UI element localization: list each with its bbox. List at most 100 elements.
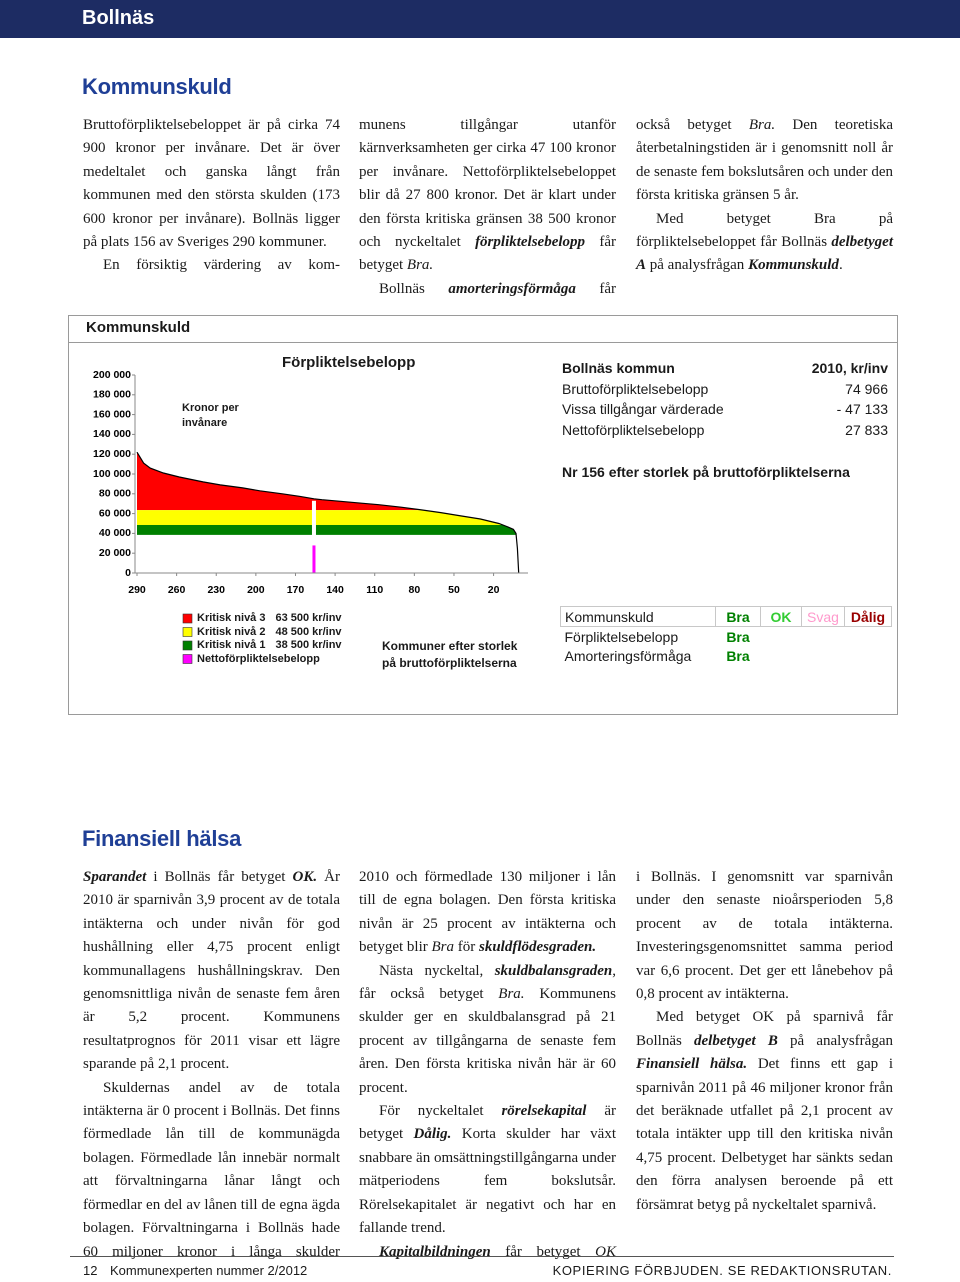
bands	[137, 452, 519, 535]
text-run: 2010 och förmedlade 130 miljoner i lån t…	[359, 869, 616, 956]
divider	[68, 342, 898, 343]
area-line	[136, 451, 520, 574]
text-run: skuldbalansgraden	[494, 962, 613, 979]
paragraph: Skuldernas andel av de totala intäkterna…	[83, 1077, 340, 1264]
x-tick-label: 50	[448, 584, 460, 596]
cell: 2010, kr/inv	[811, 360, 888, 376]
x-tick-label: 200	[247, 584, 265, 596]
grade: Bra	[715, 606, 761, 627]
x-axis-label: Kommuner efter storlek på bruttoförplikt…	[382, 639, 518, 670]
legend-value: 38 500 kr/inv	[275, 639, 342, 651]
text-run: får betyget	[490, 1243, 596, 1260]
text-run: Med betyget Bra på förpliktelsebeloppet …	[636, 210, 893, 251]
legend-label: Kritisk nivå 2	[197, 625, 266, 638]
y-tick-label: 60 000	[99, 507, 131, 519]
table-row: Kommunskuld Bra OK Svag Dålig	[560, 606, 892, 627]
text-column: Bruttoförpliktelsebeloppet är på cirka 7…	[83, 114, 340, 278]
text-run: För nyckeltalet	[379, 1103, 502, 1120]
text-run: Bra.	[498, 986, 525, 1003]
text-run: förpliktelsebelopp	[475, 234, 586, 251]
text-run: År 2010 är sparnivån 3,9 procent av de t…	[83, 869, 340, 1073]
text-run: OK.	[292, 869, 318, 885]
text-run: i Bollnäs. I genomsnitt var sparnivån un…	[636, 869, 893, 1003]
cell: Amorteringsförmåga	[564, 647, 692, 664]
grade: Svag	[801, 606, 845, 627]
cell: Vissa tillgångar värderade	[562, 401, 724, 418]
paragraph: också betyget Bra. Den teoretiska återbe…	[636, 114, 893, 208]
text-run: En försiktig värdering av kom-	[103, 257, 340, 274]
text-run: Det finns ett gap i sparnivån 2011 på 46…	[636, 1056, 894, 1213]
legend-value: 48 500 kr/inv	[275, 625, 342, 638]
level-band	[137, 510, 519, 525]
text-run: Bollnäs	[379, 280, 449, 297]
text-run: Skuldernas andel av de totala intäkterna…	[83, 1079, 340, 1260]
text-run: Den teoretiska återbetalningstiden är i …	[636, 117, 893, 204]
text-run: Finansiell hälsa.	[636, 1056, 748, 1073]
table-row: Vissa tillgångar värderade - 47 133	[562, 401, 888, 422]
x-tick-label: 80	[409, 584, 421, 596]
legend-label: Kritisk nivå 3	[197, 612, 266, 624]
level-band	[137, 452, 519, 511]
text-run: Kommunens skulder ger en skuldbalansgrad…	[359, 986, 616, 1096]
y-tick-label: 20 000	[99, 547, 131, 559]
table-header: Bollnäs kommun 2010, kr/inv	[562, 360, 888, 381]
chart: 0 20 000 40 000 60 000 80 000 100 000 120 000 1…	[93, 369, 528, 664]
text-run: delbetyget A	[636, 234, 893, 274]
rating-table: Kommunskuld Bra OK Svag Dålig Förpliktel…	[560, 606, 892, 665]
paragraph: Bollnäs amorteringsförmåga får	[359, 278, 616, 301]
y-tick-label: 180 000	[93, 389, 131, 401]
text-run: OK	[595, 1243, 616, 1260]
paragraph: För nyckeltalet rörelsekapital är betyge…	[359, 1100, 616, 1240]
grade: Bra	[726, 647, 750, 664]
publication: Kommunexperten nummer 2/2012	[110, 1263, 308, 1278]
table-row: Förpliktelsebelopp Bra	[561, 627, 892, 647]
paragraph: munens tillgångar utanför kärnverksamhet…	[359, 114, 616, 278]
cell: 27 833	[845, 422, 888, 439]
text-run: munens tillgångar utanför kärnverksamhet…	[359, 117, 616, 251]
text-run: , får också betyget	[359, 962, 616, 1003]
y-tick-label: 40 000	[99, 527, 131, 539]
text-run: på analysfrågan	[777, 1032, 893, 1049]
cell: Bruttoförpliktelsebelopp	[562, 380, 709, 397]
grade: OK	[760, 606, 802, 627]
section-title: Finansiell hälsa	[82, 826, 242, 851]
text-run: Dålig.	[413, 1126, 452, 1143]
text-column: 2010 och förmedlade 130 miljoner i lån t…	[359, 866, 616, 1264]
text-run: skuldflödesgraden.	[478, 939, 597, 956]
info-table: Bollnäs kommun 2010, kr/inv Bruttoförplik…	[562, 360, 888, 443]
paragraph: 2010 och förmedlade 130 miljoner i lån t…	[359, 866, 616, 960]
legend-item: Kritisk nivå 1 38 500 kr/inv	[197, 639, 342, 651]
legend-label: Kritisk nivå 1	[197, 639, 266, 651]
cell: Kommunskuld	[560, 606, 716, 627]
text-run: Bra.	[748, 117, 776, 133]
selected-gap	[311, 500, 316, 573]
x-tick-label: 290	[128, 584, 146, 596]
chart-box	[68, 315, 898, 715]
text-run: Bra.	[406, 257, 434, 274]
text-column: i Bollnäs. I genomsnitt var sparnivån un…	[636, 866, 893, 1217]
text-run: Kapitalbildningen	[379, 1243, 491, 1260]
paragraph: En försiktig värdering av kom-	[83, 254, 340, 277]
text-run: Bra	[431, 939, 454, 956]
text-run: i Bollnäs får betyget	[146, 869, 293, 885]
table-row: Bruttoförpliktelsebelopp 74 966	[562, 381, 888, 402]
table-row: Nettoförpliktelsebelopp 27 833	[562, 422, 888, 443]
text-run: Korta skulder har växt snabbare än omsät…	[359, 1126, 617, 1237]
text-column: Sparandet i Bollnäs får betyget OK. År 2…	[83, 866, 340, 1264]
text-run: amorteringsförmåga	[448, 280, 576, 297]
legend-label: Nettoförpliktelsebelopp	[197, 652, 320, 665]
y-tick-label: 0	[125, 567, 131, 579]
legend-swatch	[182, 654, 193, 664]
table-note: Nr 156 efter storlek på bruttoförpliktel…	[562, 464, 850, 480]
text-run: Bruttoförpliktelsebeloppet är på cirka 7…	[83, 117, 340, 251]
x-tick-label: 140	[326, 584, 344, 596]
cell: - 47 133	[836, 401, 888, 418]
y-tick-label: 80 000	[99, 488, 131, 500]
text-run: får	[575, 280, 616, 297]
box-title: Kommunskuld	[86, 319, 191, 336]
text-run: för	[453, 939, 479, 956]
y-tick-label: 100 000	[93, 468, 131, 480]
footer-rule	[70, 1256, 894, 1257]
paragraph: Kapitalbildningen får betyget OK	[359, 1241, 616, 1264]
